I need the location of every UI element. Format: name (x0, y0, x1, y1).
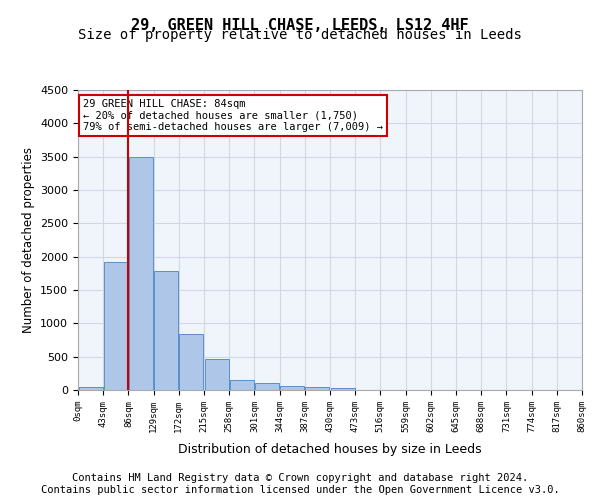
Bar (230, 380, 254, 390)
Bar (129, 156, 153, 390)
X-axis label: Distribution of detached houses by size in Leeds: Distribution of detached houses by size … (178, 443, 482, 456)
Text: Size of property relative to detached houses in Leeds: Size of property relative to detached ho… (78, 28, 522, 42)
Bar (79, 386, 103, 390)
Bar (104, 262, 128, 390)
Bar (179, 334, 203, 390)
Y-axis label: Number of detached properties: Number of detached properties (22, 147, 35, 333)
Bar (255, 384, 279, 390)
Text: Contains HM Land Registry data © Crown copyright and database right 2024.
Contai: Contains HM Land Registry data © Crown c… (41, 474, 559, 495)
Bar (154, 270, 178, 390)
Bar (331, 388, 355, 390)
Bar (305, 386, 329, 390)
Bar (280, 386, 304, 390)
Bar (205, 360, 229, 390)
Text: 29 GREEN HILL CHASE: 84sqm
← 20% of detached houses are smaller (1,750)
79% of s: 29 GREEN HILL CHASE: 84sqm ← 20% of deta… (83, 99, 383, 132)
Text: 29, GREEN HILL CHASE, LEEDS, LS12 4HF: 29, GREEN HILL CHASE, LEEDS, LS12 4HF (131, 18, 469, 32)
